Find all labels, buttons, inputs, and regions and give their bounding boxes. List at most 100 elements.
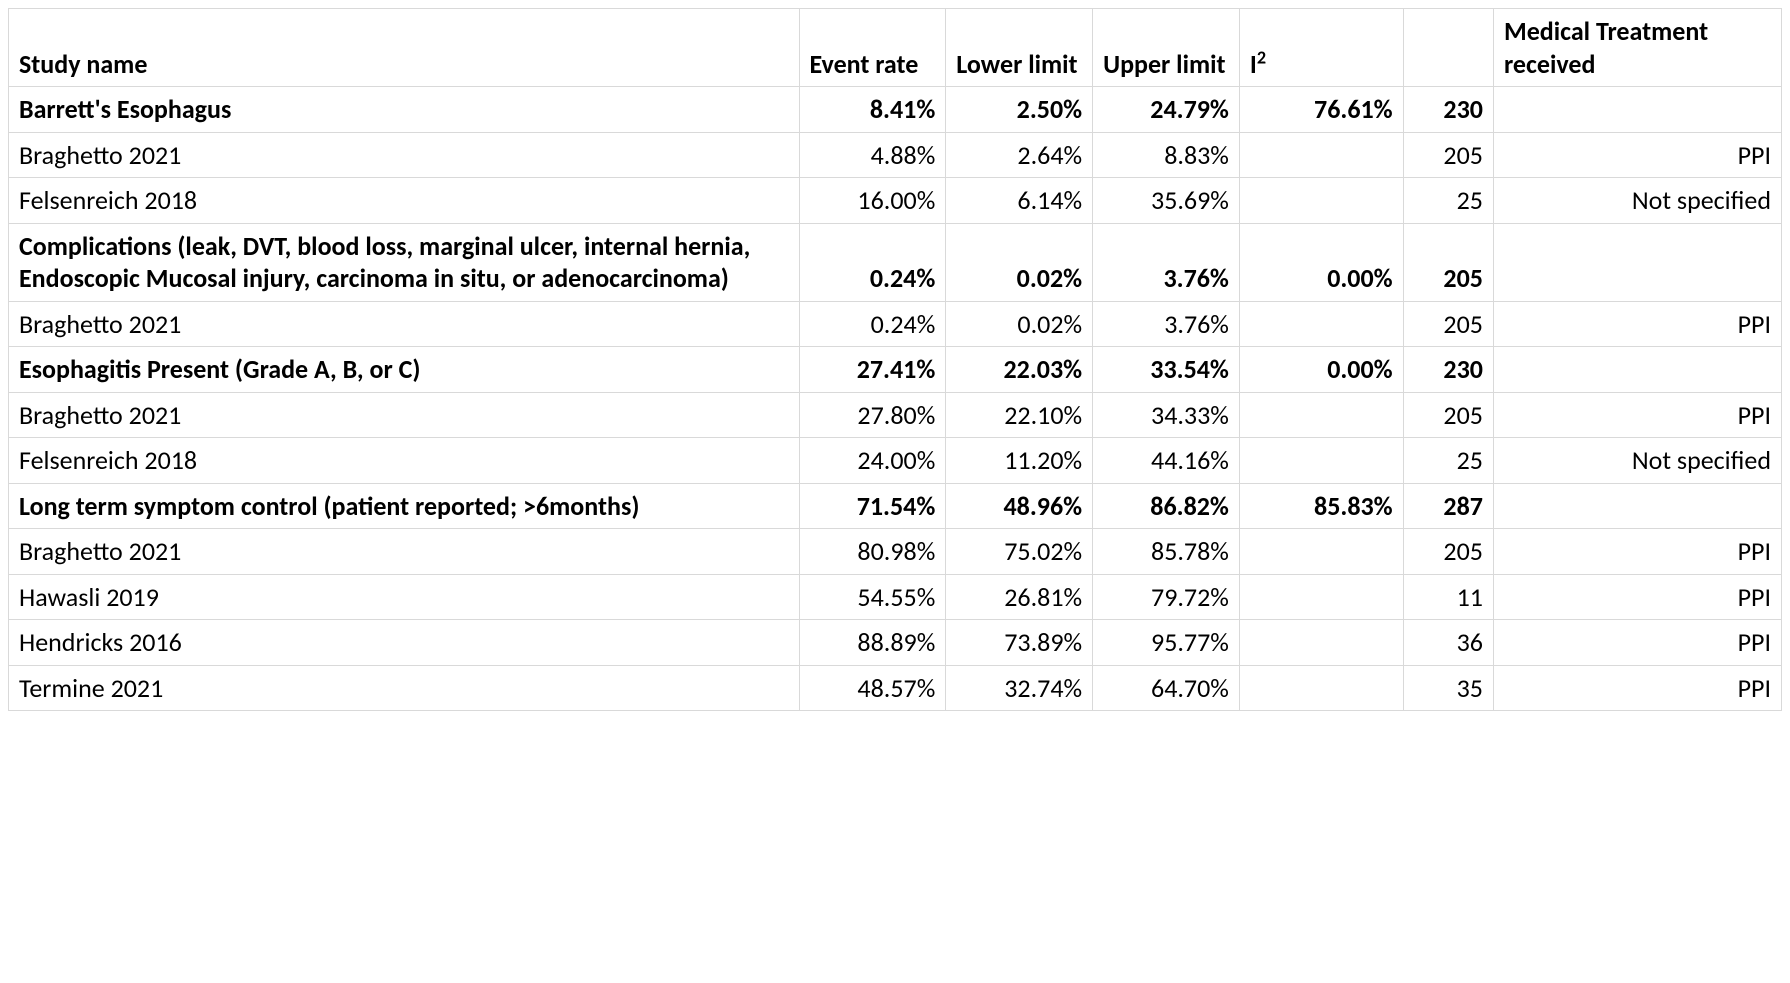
table-row: Braghetto 202180.98%75.02%85.78%205PPI bbox=[9, 529, 1782, 575]
cell-event-rate: 48.57% bbox=[799, 665, 946, 711]
cell-n: 205 bbox=[1403, 132, 1493, 178]
cell-lower-limit: 73.89% bbox=[946, 620, 1093, 666]
cell-i-squared: 85.83% bbox=[1239, 483, 1403, 529]
cell-upper-limit: 8.83% bbox=[1093, 132, 1240, 178]
cell-medical-treatment bbox=[1493, 483, 1781, 529]
col-lower-limit: Lower limit bbox=[946, 9, 1093, 87]
table-row: Felsenreich 201816.00%6.14%35.69%25Not s… bbox=[9, 178, 1782, 224]
cell-i-squared: 0.00% bbox=[1239, 223, 1403, 301]
cell-medical-treatment: PPI bbox=[1493, 132, 1781, 178]
cell-n: 230 bbox=[1403, 87, 1493, 133]
cell-lower-limit: 0.02% bbox=[946, 301, 1093, 347]
cell-upper-limit: 34.33% bbox=[1093, 392, 1240, 438]
cell-i-squared bbox=[1239, 620, 1403, 666]
col-n bbox=[1403, 9, 1493, 87]
cell-i-squared bbox=[1239, 574, 1403, 620]
cell-study-name: Felsenreich 2018 bbox=[9, 178, 800, 224]
cell-lower-limit: 75.02% bbox=[946, 529, 1093, 575]
table-row: Barrett's Esophagus8.41%2.50%24.79%76.61… bbox=[9, 87, 1782, 133]
cell-event-rate: 54.55% bbox=[799, 574, 946, 620]
cell-study-name: Esophagitis Present (Grade A, B, or C) bbox=[9, 347, 800, 393]
cell-n: 287 bbox=[1403, 483, 1493, 529]
cell-upper-limit: 3.76% bbox=[1093, 223, 1240, 301]
cell-event-rate: 71.54% bbox=[799, 483, 946, 529]
cell-upper-limit: 35.69% bbox=[1093, 178, 1240, 224]
cell-study-name: Braghetto 2021 bbox=[9, 132, 800, 178]
cell-upper-limit: 79.72% bbox=[1093, 574, 1240, 620]
cell-lower-limit: 2.64% bbox=[946, 132, 1093, 178]
cell-event-rate: 27.41% bbox=[799, 347, 946, 393]
cell-i-squared: 0.00% bbox=[1239, 347, 1403, 393]
cell-medical-treatment: PPI bbox=[1493, 574, 1781, 620]
cell-medical-treatment bbox=[1493, 223, 1781, 301]
cell-event-rate: 88.89% bbox=[799, 620, 946, 666]
cell-upper-limit: 24.79% bbox=[1093, 87, 1240, 133]
cell-n: 11 bbox=[1403, 574, 1493, 620]
table-row: Hendricks 201688.89%73.89%95.77%36PPI bbox=[9, 620, 1782, 666]
cell-i-squared bbox=[1239, 665, 1403, 711]
cell-event-rate: 0.24% bbox=[799, 223, 946, 301]
cell-study-name: Complications (leak, DVT, blood loss, ma… bbox=[9, 223, 800, 301]
i2-base: I bbox=[1250, 48, 1257, 80]
cell-lower-limit: 26.81% bbox=[946, 574, 1093, 620]
cell-n: 205 bbox=[1403, 223, 1493, 301]
cell-i-squared bbox=[1239, 178, 1403, 224]
table-header-row: Study name Event rate Lower limit Upper … bbox=[9, 9, 1782, 87]
cell-n: 230 bbox=[1403, 347, 1493, 393]
cell-study-name: Braghetto 2021 bbox=[9, 529, 800, 575]
cell-n: 205 bbox=[1403, 392, 1493, 438]
cell-i-squared bbox=[1239, 392, 1403, 438]
table-row: Long term symptom control (patient repor… bbox=[9, 483, 1782, 529]
table-row: Braghetto 20210.24%0.02%3.76% 205PPI bbox=[9, 301, 1782, 347]
cell-study-name: Felsenreich 2018 bbox=[9, 438, 800, 484]
cell-study-name: Barrett's Esophagus bbox=[9, 87, 800, 133]
cell-upper-limit: 64.70% bbox=[1093, 665, 1240, 711]
cell-medical-treatment: PPI bbox=[1493, 301, 1781, 347]
col-upper-limit: Upper limit bbox=[1093, 9, 1240, 87]
cell-medical-treatment: PPI bbox=[1493, 392, 1781, 438]
col-medical-treatment: Medical Treatment received bbox=[1493, 9, 1781, 87]
table-row: Felsenreich 201824.00%11.20%44.16%25Not … bbox=[9, 438, 1782, 484]
cell-i-squared bbox=[1239, 438, 1403, 484]
cell-n: 35 bbox=[1403, 665, 1493, 711]
i2-sup: 2 bbox=[1257, 46, 1266, 68]
col-i-squared: I2 bbox=[1239, 9, 1403, 87]
cell-upper-limit: 85.78% bbox=[1093, 529, 1240, 575]
cell-lower-limit: 48.96% bbox=[946, 483, 1093, 529]
cell-medical-treatment: Not specified bbox=[1493, 438, 1781, 484]
cell-upper-limit: 33.54% bbox=[1093, 347, 1240, 393]
cell-n: 25 bbox=[1403, 438, 1493, 484]
table-row: Braghetto 20214.88%2.64%8.83% 205PPI bbox=[9, 132, 1782, 178]
cell-n: 205 bbox=[1403, 529, 1493, 575]
cell-medical-treatment bbox=[1493, 347, 1781, 393]
col-event-rate: Event rate bbox=[799, 9, 946, 87]
table-row: Esophagitis Present (Grade A, B, or C)27… bbox=[9, 347, 1782, 393]
cell-event-rate: 4.88% bbox=[799, 132, 946, 178]
table-row: Braghetto 202127.80%22.10%34.33%205PPI bbox=[9, 392, 1782, 438]
cell-medical-treatment: Not specified bbox=[1493, 178, 1781, 224]
cell-medical-treatment bbox=[1493, 87, 1781, 133]
cell-i-squared bbox=[1239, 529, 1403, 575]
cell-lower-limit: 6.14% bbox=[946, 178, 1093, 224]
cell-medical-treatment: PPI bbox=[1493, 620, 1781, 666]
cell-i-squared bbox=[1239, 132, 1403, 178]
cell-lower-limit: 32.74% bbox=[946, 665, 1093, 711]
cell-study-name: Braghetto 2021 bbox=[9, 301, 800, 347]
cell-lower-limit: 22.10% bbox=[946, 392, 1093, 438]
cell-lower-limit: 2.50% bbox=[946, 87, 1093, 133]
table-row: Termine 202148.57%32.74%64.70%35PPI bbox=[9, 665, 1782, 711]
cell-n: 205 bbox=[1403, 301, 1493, 347]
cell-medical-treatment: PPI bbox=[1493, 529, 1781, 575]
table-row: Complications (leak, DVT, blood loss, ma… bbox=[9, 223, 1782, 301]
cell-study-name: Hawasli 2019 bbox=[9, 574, 800, 620]
cell-n: 36 bbox=[1403, 620, 1493, 666]
cell-upper-limit: 3.76% bbox=[1093, 301, 1240, 347]
cell-study-name: Long term symptom control (patient repor… bbox=[9, 483, 800, 529]
table-row: Hawasli 201954.55%26.81%79.72% 11PPI bbox=[9, 574, 1782, 620]
cell-event-rate: 24.00% bbox=[799, 438, 946, 484]
cell-event-rate: 0.24% bbox=[799, 301, 946, 347]
cell-n: 25 bbox=[1403, 178, 1493, 224]
cell-upper-limit: 44.16% bbox=[1093, 438, 1240, 484]
meta-analysis-table: Study name Event rate Lower limit Upper … bbox=[8, 8, 1782, 711]
cell-event-rate: 27.80% bbox=[799, 392, 946, 438]
